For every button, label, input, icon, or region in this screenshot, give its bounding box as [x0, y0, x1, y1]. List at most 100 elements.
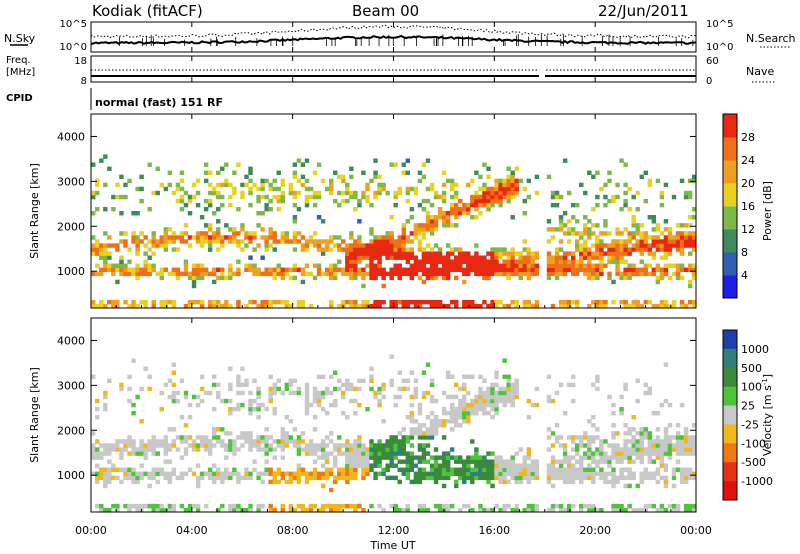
- heatmap-cell: [510, 215, 515, 220]
- heatmap-cell: [288, 507, 294, 513]
- heatmap-cell: [611, 471, 616, 477]
- heatmap-cell: [240, 402, 245, 408]
- heatmap-cell: [284, 439, 290, 444]
- heatmap-cell: [312, 390, 318, 396]
- heatmap-cell: [623, 382, 628, 388]
- heatmap-cell: [659, 303, 665, 309]
- heatmap-cell: [554, 390, 560, 396]
- heatmap-cell: [437, 194, 443, 200]
- heatmap-cell: [244, 439, 249, 444]
- heatmap-cell: [554, 503, 560, 509]
- heatmap-cell: [183, 439, 189, 444]
- heatmap-cell: [276, 271, 281, 277]
- heatmap-cell: [296, 178, 302, 184]
- heatmap-cell: [482, 259, 487, 264]
- heatmap-cell: [433, 190, 439, 196]
- heatmap-cell: [320, 374, 326, 380]
- heatmap-cell: [232, 471, 237, 477]
- heatmap-cell: [337, 202, 342, 208]
- heatmap-cell: [587, 467, 592, 472]
- heatmap-cell: [510, 507, 515, 513]
- heatmap-cell: [570, 215, 576, 220]
- heatmap-cell: [482, 263, 487, 268]
- heatmap-cell: [345, 451, 350, 456]
- heatmap-cell: [224, 275, 229, 281]
- heatmap-cell: [183, 259, 189, 264]
- heatmap-cell: [510, 459, 515, 464]
- heatmap-cell: [228, 303, 233, 309]
- heatmap-cell: [550, 271, 556, 277]
- heatmap-cell: [236, 239, 241, 244]
- heatmap-cell: [143, 503, 148, 509]
- heatmap-cell: [587, 255, 592, 260]
- heatmap-cell: [393, 271, 398, 277]
- heatmap-cell: [195, 447, 201, 452]
- heatmap-cell: [607, 471, 612, 477]
- heatmap-cell: [486, 186, 491, 192]
- heatmap-cell: [397, 243, 402, 248]
- heatmap-cell: [599, 447, 604, 452]
- heatmap-cell: [429, 202, 435, 208]
- heatmap-cell: [131, 447, 136, 452]
- heatmap-cell: [357, 451, 362, 456]
- heatmap-cell: [683, 243, 689, 248]
- heatmap-cell: [647, 263, 653, 268]
- heatmap-cell: [667, 447, 673, 452]
- heatmap-cell: [659, 275, 665, 281]
- heatmap-cell: [570, 479, 576, 485]
- heatmap-cell: [409, 255, 415, 260]
- heatmap-cell: [280, 443, 285, 448]
- heatmap-cell: [627, 431, 632, 436]
- heatmap-cell: [679, 263, 685, 268]
- heatmap-cell: [651, 235, 657, 240]
- heatmap-cell: [345, 386, 350, 392]
- heatmap-cell: [458, 398, 463, 404]
- heatmap-cell: [389, 463, 394, 468]
- heatmap-cell: [220, 475, 225, 481]
- heatmap-cell: [256, 223, 261, 228]
- heatmap-cell: [316, 475, 322, 481]
- heatmap-cell: [304, 194, 310, 200]
- heatmap-cell: [429, 227, 435, 232]
- heatmap-cell: [647, 247, 653, 252]
- heatmap-cell: [462, 471, 467, 477]
- heatmap-cell: [268, 231, 273, 236]
- heatmap-cell: [417, 239, 423, 244]
- heatmap-cell: [296, 386, 302, 392]
- heatmap-cell: [683, 467, 689, 472]
- heatmap-cell: [111, 267, 116, 273]
- heatmap-cell: [687, 467, 693, 472]
- heatmap-cell: [389, 378, 394, 384]
- heatmap-cell: [566, 231, 572, 236]
- heatmap-cell: [655, 451, 661, 456]
- heatmap-cell: [207, 202, 213, 208]
- heatmap-cell: [159, 235, 164, 240]
- heatmap-cell: [631, 451, 636, 456]
- heatmap-cell: [324, 239, 330, 244]
- heatmap-cell: [381, 283, 386, 289]
- heatmap-cell: [401, 271, 406, 277]
- heatmap-cell: [413, 259, 419, 264]
- heatmap-cell: [550, 202, 556, 208]
- heatmap-cell: [107, 255, 112, 260]
- heatmap-cell: [595, 459, 600, 464]
- heatmap-cell: [292, 174, 298, 180]
- heatmap-cell: [619, 251, 624, 256]
- heatmap-cell: [284, 235, 290, 240]
- heatmap-cell: [409, 451, 415, 456]
- heatmap-cell: [498, 267, 503, 273]
- heatmap-cell: [393, 394, 398, 400]
- heatmap-cell: [312, 194, 318, 200]
- heatmap-cell: [591, 267, 596, 273]
- heatmap-cell: [619, 259, 624, 264]
- heatmap-cell: [494, 503, 499, 509]
- heatmap-cell: [199, 386, 205, 392]
- heatmap-cell: [566, 507, 572, 513]
- heatmap-cell: [167, 471, 173, 477]
- heatmap-cell: [357, 243, 362, 248]
- heatmap-cell: [554, 435, 560, 440]
- heatmap-cell: [470, 299, 475, 305]
- nsearch-trace: [90, 24, 697, 39]
- heatmap-cell: [510, 467, 515, 472]
- heatmap-cell: [119, 382, 124, 388]
